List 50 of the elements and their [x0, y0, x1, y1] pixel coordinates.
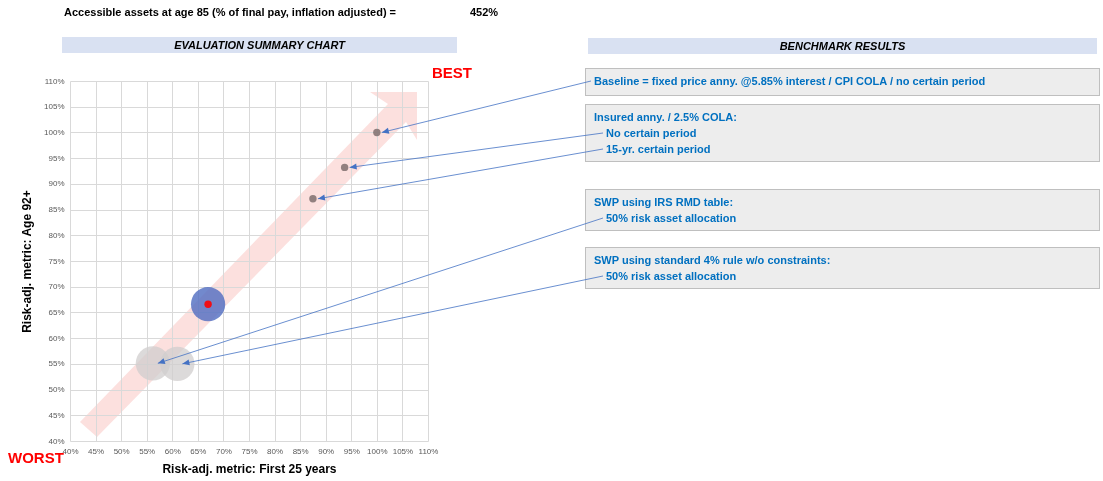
text: BENCHMARK RESULTS [588, 38, 1097, 54]
annotation: No certain period [605, 126, 698, 141]
point [373, 128, 381, 137]
y-tick-label: 100% [44, 127, 65, 137]
x-tick-label: 100% [367, 446, 388, 456]
point [340, 163, 349, 172]
text: 452% [470, 6, 499, 18]
x-tick-label: 85% [292, 446, 309, 456]
text: Insured anny. / 2.5% COLA: [594, 110, 738, 125]
y-tick-label: 80% [48, 230, 65, 240]
text: WORST [8, 449, 64, 466]
point [309, 195, 317, 203]
annotation: 15-yr. certain period [605, 142, 712, 157]
y-tick-label: 75% [48, 256, 65, 266]
x-tick-label: 75% [241, 446, 258, 456]
y-tick-label: 50% [48, 385, 65, 395]
y-tick-label: 65% [48, 307, 65, 317]
x-tick-label: 90% [318, 446, 335, 456]
chart-title: EVALUATION SUMMARY CHART [62, 37, 457, 53]
x-tick-label: 70% [215, 446, 232, 456]
y-tick-label: 55% [48, 359, 65, 369]
y-tick-label: 40% [48, 436, 65, 446]
y-tick-label: 60% [48, 333, 65, 343]
x-tick-label: 60% [164, 446, 181, 456]
y-tick-label: 95% [48, 153, 65, 163]
x-tick-label: 45% [88, 446, 105, 456]
y-tick-label: 45% [48, 410, 65, 420]
annotation: 50% risk asset allocation [605, 211, 738, 226]
text: SWP using standard 4% rule w/o constraints: [594, 253, 832, 268]
text: Accessible assets at age 85 (% of final pay, inflation adjusted) = [64, 6, 397, 18]
text: SWP using IRS RMD table: [594, 195, 735, 210]
x-axis-title: Risk-adj. metric: First 25 years [162, 461, 337, 476]
y-axis-title: Risk-adj. metric: Age 92+ [20, 190, 35, 333]
x-tick-label: 80% [267, 446, 284, 456]
annotation: 50% risk asset allocation [605, 269, 738, 284]
x-tick-label: 65% [190, 446, 207, 456]
annotation: Baseline = fixed price anny. @5.85% interest / CPI COLA / no certain period [594, 74, 987, 89]
x-tick-label: 40% [62, 446, 79, 456]
x-tick-label: 50% [113, 446, 130, 456]
x-tick-label: 95% [343, 446, 360, 456]
x-tick-label: 55% [139, 446, 156, 456]
y-tick-label: 70% [48, 282, 65, 292]
x-tick-label: 110% [418, 446, 439, 456]
y-tick-label: 110% [44, 76, 65, 86]
y-tick-label: 90% [48, 179, 65, 189]
x-tick-label: 105% [392, 446, 414, 456]
y-tick-label: 105% [44, 102, 65, 112]
y-tick-label: 85% [48, 205, 65, 215]
text: BEST [432, 64, 473, 81]
point [204, 300, 212, 308]
